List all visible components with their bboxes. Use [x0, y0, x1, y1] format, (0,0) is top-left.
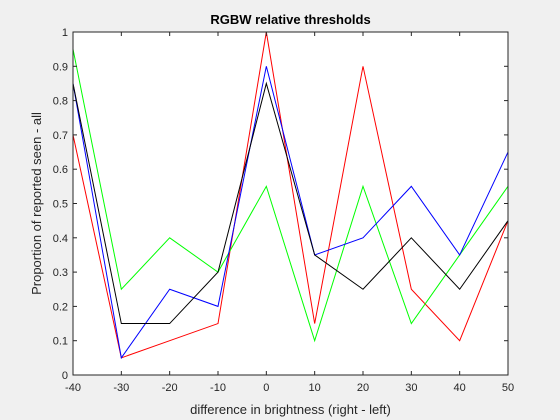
x-tick-label: -10: [210, 382, 226, 394]
x-tick-label: 0: [263, 382, 269, 394]
x-axis-label: difference in brightness (right - left): [190, 402, 391, 417]
y-tick-label: 0.9: [53, 61, 68, 73]
series-line-3: [72, 81, 509, 325]
y-tick-label: 0.8: [53, 96, 68, 108]
y-tick-label: 0.3: [53, 267, 68, 279]
series-line-0: [72, 31, 509, 359]
series-layer: [72, 31, 509, 360]
y-axis-label: Proportion of reported seen - all: [29, 112, 44, 295]
x-tick-label: 50: [502, 382, 514, 394]
x-tick-label: 20: [357, 382, 369, 394]
x-tick-label: 10: [309, 382, 321, 394]
y-tick-label: 0.6: [53, 164, 68, 176]
y-tick-label: 0.2: [53, 301, 68, 313]
tick-layer: -40 -30 -20 -10 0 10 20 30 40 50 0 0.1 0.2 0.3 0.4 0.5 0…: [53, 27, 514, 394]
series-line-1: [72, 49, 509, 343]
y-tick-label: 0.4: [53, 233, 68, 245]
plot-area: [73, 32, 508, 375]
x-tick-label: -40: [65, 382, 81, 394]
x-tick-label: 30: [405, 382, 417, 394]
y-tick-label: 0.1: [53, 336, 68, 348]
chart-title: RGBW relative thresholds: [210, 12, 370, 27]
y-tick-label: 0: [62, 370, 68, 382]
x-tick-label: 40: [454, 382, 466, 394]
x-tick-label: -20: [162, 382, 178, 394]
y-tick-label: 0.7: [53, 130, 68, 142]
y-tick-label: 1: [62, 27, 68, 39]
y-tick-label: 0.5: [53, 199, 68, 211]
x-tick-label: -30: [113, 382, 129, 394]
